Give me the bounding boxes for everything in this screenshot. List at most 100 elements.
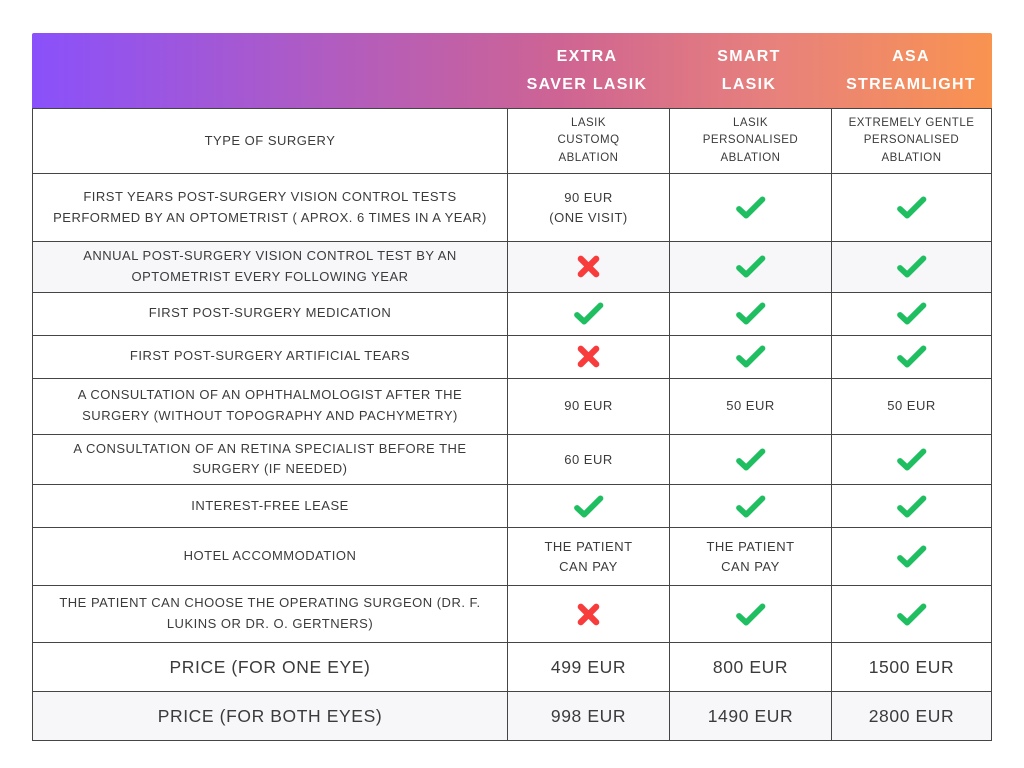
table-cell-check	[831, 586, 991, 643]
table-cell-check	[669, 434, 831, 485]
row-label-cell: HOTEL ACCOMMODATION	[33, 528, 507, 585]
table-cell-check	[669, 174, 831, 241]
row-label: THE PATIENT CAN CHOOSE THE OPERATING SUR…	[59, 595, 481, 632]
table-cell-check	[669, 485, 831, 528]
table-row: A CONSULTATION OF AN OPHTHALMOLOGIST AFT…	[33, 377, 991, 434]
row-label-cell: THE PATIENT CAN CHOOSE THE OPERATING SUR…	[33, 586, 507, 642]
check-icon	[736, 448, 766, 471]
table-cell-check	[507, 485, 669, 528]
table-cell-text: 499 EUR	[507, 643, 669, 692]
cell-value: 90 EUR	[564, 398, 613, 414]
cell-value: 998 EUR	[550, 706, 627, 727]
header-plan-asa-streamlight: ASA STREAMLIGHT	[846, 47, 976, 93]
check-icon	[736, 603, 766, 626]
table-cell-check	[507, 292, 669, 335]
cell-value: 800 EUR	[712, 657, 789, 678]
check-icon	[897, 495, 927, 518]
cell-value: 50 EUR	[726, 398, 775, 414]
row-label: FIRST POST-SURGERY MEDICATION	[148, 305, 392, 321]
header-plan-extra-saver-lasik: EXTRA SAVER LASIK	[526, 47, 648, 93]
table-row: PRICE (FOR ONE EYE) 499 EUR 800 EUR 1500 E…	[33, 642, 991, 692]
check-icon	[897, 196, 927, 219]
row-label-cell: PRICE (FOR BOTH EYES)	[33, 692, 507, 740]
check-icon	[736, 255, 766, 278]
table-cell-cross	[507, 335, 669, 378]
table-cell-check	[831, 242, 991, 292]
table-cell-cross	[507, 242, 669, 292]
check-icon	[736, 196, 766, 219]
check-icon	[736, 302, 766, 325]
table-cell-text: 60 EUR	[507, 434, 669, 485]
table-row: PRICE (FOR BOTH EYES) 998 EUR 1490 EUR 280…	[33, 691, 991, 741]
check-icon	[897, 255, 927, 278]
row-label: HOTEL ACCOMMODATION	[183, 548, 357, 564]
table-cell-text: THE PATIENT CAN PAY	[669, 528, 831, 586]
check-icon	[736, 345, 766, 368]
table-row: TYPE OF SURGERY LASIK CUSTOMQ ABLATION LA…	[33, 109, 991, 173]
table-row: HOTEL ACCOMMODATION THE PATIENT CAN PAY T…	[33, 527, 991, 586]
table-cell-check	[831, 485, 991, 528]
table-cell-check	[831, 292, 991, 335]
cell-value: 60 EUR	[564, 451, 613, 467]
check-icon	[897, 603, 927, 626]
cell-value: LASIK CUSTOMQ ABLATION	[557, 117, 620, 164]
cross-icon	[577, 255, 600, 278]
row-label-cell: INTEREST-FREE LEASE	[33, 485, 507, 527]
cell-value: THE PATIENT CAN PAY	[706, 539, 795, 574]
table-cell-cross	[507, 586, 669, 643]
row-label: FIRST YEARS POST-SURGERY VISION CONTROL …	[53, 188, 487, 225]
row-label-cell: ANNUAL POST-SURGERY VISION CONTROL TEST …	[33, 242, 507, 292]
check-icon	[897, 545, 927, 568]
table-cell-text: 1490 EUR	[669, 692, 831, 741]
table-cell-check	[669, 292, 831, 335]
table-row: FIRST YEARS POST-SURGERY VISION CONTROL …	[33, 173, 991, 241]
row-label-cell: FIRST YEARS POST-SURGERY VISION CONTROL …	[33, 174, 507, 241]
table-row: FIRST POST-SURGERY ARTIFICIAL TEARS	[33, 334, 991, 378]
row-label-cell: FIRST POST-SURGERY MEDICATION	[33, 293, 507, 335]
cross-icon	[577, 603, 600, 626]
table-row: INTEREST-FREE LEASE	[33, 484, 991, 528]
check-icon	[574, 302, 604, 325]
check-icon	[897, 448, 927, 471]
table-row: A CONSULTATION OF AN RETINA SPECIALIST B…	[33, 433, 991, 485]
table-cell-text: 2800 EUR	[831, 692, 991, 741]
cell-value: THE PATIENT CAN PAY	[544, 539, 633, 574]
check-icon	[574, 495, 604, 518]
cell-value: 1490 EUR	[707, 706, 794, 727]
table-cell-text: 50 EUR	[669, 378, 831, 434]
cell-value: 90 EUR (ONE VISIT)	[549, 190, 628, 225]
table-cell-text: 50 EUR	[831, 378, 991, 434]
table-row: FIRST POST-SURGERY MEDICATION	[33, 291, 991, 335]
table-cell-text: 90 EUR (ONE VISIT)	[507, 174, 669, 241]
table-cell-text: LASIK CUSTOMQ ABLATION	[507, 109, 669, 173]
table-cell-text: 800 EUR	[669, 643, 831, 692]
table-row: ANNUAL POST-SURGERY VISION CONTROL TEST …	[33, 241, 991, 292]
table-cell-text: EXTREMELY GENTLE PERSONALISED ABLATION	[831, 109, 991, 173]
row-label: A CONSULTATION OF AN OPHTHALMOLOGIST AFT…	[77, 387, 463, 424]
cell-value: 1500 EUR	[868, 657, 955, 678]
check-icon	[897, 302, 927, 325]
cell-value: 50 EUR	[887, 398, 936, 414]
row-label-cell: PRICE (FOR ONE EYE)	[33, 643, 507, 691]
cell-value: EXTREMELY GENTLE PERSONALISED ABLATION	[848, 117, 975, 164]
table-cell-check	[831, 434, 991, 485]
cell-value: LASIK PERSONALISED ABLATION	[702, 117, 799, 164]
row-label-cell: TYPE OF SURGERY	[33, 109, 507, 173]
row-label-cell: A CONSULTATION OF AN OPHTHALMOLOGIST AFT…	[33, 379, 507, 434]
row-label: PRICE (FOR ONE EYE)	[169, 657, 371, 678]
table-row: THE PATIENT CAN CHOOSE THE OPERATING SUR…	[33, 585, 991, 643]
row-label: FIRST POST-SURGERY ARTIFICIAL TEARS	[129, 348, 411, 364]
row-label: PRICE (FOR BOTH EYES)	[157, 706, 383, 727]
row-label: ANNUAL POST-SURGERY VISION CONTROL TEST …	[83, 248, 457, 284]
table-cell-text: 1500 EUR	[831, 643, 991, 692]
table-cell-check	[669, 242, 831, 292]
row-label: TYPE OF SURGERY	[204, 132, 336, 148]
check-icon	[897, 345, 927, 368]
row-label-cell: A CONSULTATION OF AN RETINA SPECIALIST B…	[33, 435, 507, 485]
table-cell-text: 998 EUR	[507, 692, 669, 741]
cell-value: 499 EUR	[550, 657, 627, 678]
table-cell-check	[831, 335, 991, 378]
cross-icon	[577, 345, 600, 368]
table-cell-text: 90 EUR	[507, 378, 669, 434]
